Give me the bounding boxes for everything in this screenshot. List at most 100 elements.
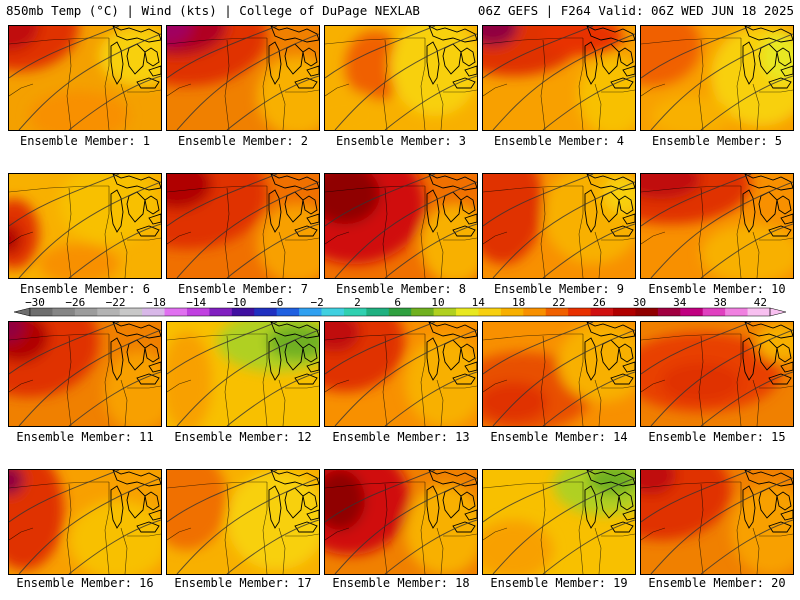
member-caption: Ensemble Member: 16 (16, 576, 154, 590)
lake-outline (144, 491, 160, 511)
lake-outline (610, 373, 634, 385)
lake-outline (768, 373, 792, 385)
lake-outline (110, 41, 124, 85)
colorbar-swatch (747, 308, 771, 316)
colorbar-swatch (523, 308, 547, 316)
temperature-field (167, 322, 319, 426)
lake-outline (306, 65, 319, 77)
height-contour (334, 33, 477, 130)
lake-outline (742, 189, 756, 233)
lake-outline (112, 322, 161, 339)
height-contour (226, 223, 319, 278)
temperature-field (483, 26, 635, 130)
lake-outline (460, 195, 476, 215)
height-contour (18, 181, 161, 278)
colorbar-tick-label: −18 (145, 296, 166, 309)
ensemble-member-map-1 (8, 25, 162, 131)
ensemble-member-map-5 (640, 25, 794, 131)
colorbar-tick-label: 30 (632, 296, 647, 309)
lake-outline (744, 470, 793, 487)
run-valid-time: 06Z GEFS | F264 Valid: 06Z WED JUN 18 20… (477, 3, 794, 18)
lake-outline (780, 509, 793, 521)
temperature-field (641, 174, 793, 278)
colorbar-swatch (343, 308, 367, 316)
height-contour (167, 26, 278, 79)
height-contour (9, 470, 120, 523)
lake-outline (584, 189, 598, 233)
height-contour (68, 371, 161, 426)
lake-outline (294, 373, 318, 385)
height-contour (18, 329, 161, 426)
height-contour (68, 223, 161, 278)
lake-outline (148, 509, 161, 521)
height-contour (483, 470, 594, 523)
colorbar-tick-label: 18 (511, 296, 526, 309)
member-caption: Ensemble Member: 15 (648, 430, 786, 444)
colorbar-tick-label: 38 (713, 296, 727, 309)
height-contour (226, 75, 319, 130)
height-contour (700, 371, 793, 426)
height-contour (167, 174, 278, 227)
height-contour (9, 26, 120, 79)
height-contour (700, 519, 793, 574)
lake-outline (428, 322, 477, 339)
lake-outline (584, 41, 598, 85)
colorbar-tick-label: −14 (186, 296, 207, 309)
lake-outline (428, 26, 477, 43)
lake-outline (270, 470, 319, 487)
colorbar-swatch (52, 308, 76, 316)
member-caption: Ensemble Member: 17 (174, 576, 312, 590)
colorbar-tick-labels: −30 −26 −22 −18 −14 −10 −6 −2 2 6 10 14 18 22 26 30 34 38… (0, 296, 800, 309)
colorbar-tick-label: −10 (226, 296, 247, 309)
lake-outline (126, 487, 146, 519)
lake-outline (148, 65, 161, 77)
lake-outline (618, 491, 634, 511)
lake-outline (270, 174, 319, 191)
temperature-field (167, 470, 319, 574)
lake-outline (744, 322, 793, 339)
height-contour (334, 329, 477, 426)
colorbar-tick-label: −26 (65, 296, 86, 309)
temperature-field (9, 174, 161, 278)
lake-outline (110, 189, 124, 233)
lake-outline (136, 77, 160, 89)
height-contour (542, 75, 635, 130)
lake-outline (428, 174, 477, 191)
ensemble-member-map-19 (482, 469, 636, 575)
lake-outline (112, 174, 161, 191)
temperature-field (641, 322, 793, 426)
lake-outline (464, 213, 477, 225)
colorbar-swatch (568, 308, 592, 316)
colorbar-swatch (209, 308, 233, 316)
colorbar-tick-label: 22 (552, 296, 566, 309)
ensemble-member-map-8 (324, 173, 478, 279)
colorbar-swatch (366, 308, 390, 316)
lake-outline (744, 174, 793, 191)
lake-outline (136, 521, 160, 533)
height-contour (176, 329, 319, 426)
height-contour (650, 329, 793, 426)
lake-outline (622, 509, 635, 521)
lake-outline (586, 322, 635, 339)
member-caption: Ensemble Member: 10 (648, 282, 786, 296)
lake-outline (428, 470, 477, 487)
height-contour (167, 470, 278, 523)
lake-outline (622, 213, 635, 225)
height-contour (384, 223, 477, 278)
lake-outline (460, 491, 476, 511)
lake-outline (452, 225, 476, 237)
colorbar-swatch (119, 308, 143, 316)
height-contour (641, 174, 752, 227)
colorbar-swatch (254, 308, 278, 316)
height-contour (384, 519, 477, 574)
temperature-field (325, 26, 477, 130)
colorbar-scale (13, 307, 787, 317)
height-contour (176, 181, 319, 278)
height-contour (641, 26, 752, 79)
ensemble-member-map-7 (166, 173, 320, 279)
lake-outline (464, 361, 477, 373)
colorbar-tick-label: −6 (270, 296, 284, 309)
lake-outline (268, 337, 282, 381)
height-contour (325, 470, 436, 523)
ensemble-member-map-9 (482, 173, 636, 279)
